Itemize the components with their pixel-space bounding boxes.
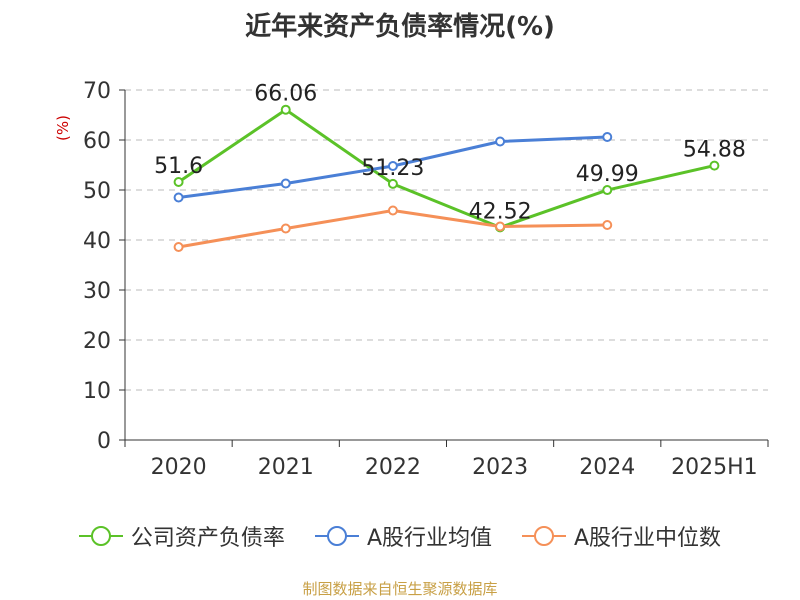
- legend-swatch-industry-mean: [314, 526, 359, 546]
- x-tick-label-2023: 2023: [472, 455, 528, 480]
- series-2-point-2024: [602, 220, 613, 230]
- x-tick-label-2020: 2020: [151, 455, 207, 480]
- legend-item-company[interactable]: 公司资产负债率: [78, 520, 285, 552]
- y-tick-label-60: 60: [83, 129, 111, 154]
- series-line-0: [177, 108, 715, 229]
- series-2-point-2023: [495, 221, 506, 232]
- series-1-point-2021: [280, 178, 291, 189]
- series-0-point-2025H1: [709, 160, 720, 171]
- chart-title: 近年来资产负债率情况(%): [245, 12, 555, 42]
- series-2-point-2022: [387, 205, 398, 216]
- labels-layer: 51.6 66.06 51.23 42.52 49.99 54.88: [154, 82, 746, 225]
- series-1-point-2020: [173, 192, 184, 203]
- data-label-2025H1: 54.88: [683, 138, 746, 163]
- y-tick-label-40: 40: [83, 229, 111, 254]
- series-0-point-2020: [173, 177, 184, 187]
- x-tick-label-2025H1: 2025H1: [671, 455, 758, 480]
- axes-layer: 0 10 20 30 40 50 60 70 2020 2021 2022 2023 2024 2025H…: [54, 79, 769, 480]
- y-axis-label: (%): [54, 115, 72, 141]
- y-tick-label-70: 70: [83, 79, 111, 104]
- series-1-point-2024: [602, 132, 613, 142]
- legend: 公司资产负债率 A股行业均值 A股行业中位数: [0, 520, 800, 552]
- series-1-point-2023: [495, 136, 506, 147]
- y-tick-label-10: 10: [83, 379, 111, 404]
- data-source-note: 制图数据来自恒生聚源数据库: [302, 580, 498, 598]
- legend-swatch-company: [78, 526, 123, 546]
- x-tick-label-2022: 2022: [365, 455, 421, 480]
- legend-item-industry-median[interactable]: A股行业中位数: [522, 520, 721, 552]
- legend-item-industry-mean[interactable]: A股行业均值: [314, 520, 492, 552]
- series-0-point-2022: [387, 178, 398, 189]
- data-label-2022: 51.23: [361, 156, 424, 181]
- series-2-point-2021: [280, 223, 291, 234]
- x-tick-label-2021: 2021: [258, 455, 314, 480]
- grid-layer: [125, 89, 768, 391]
- series-layer: [173, 104, 720, 252]
- y-tick-label-50: 50: [83, 179, 111, 204]
- data-label-2021: 66.06: [254, 82, 317, 107]
- data-label-2024: 49.99: [576, 162, 639, 187]
- y-tick-label-30: 30: [83, 279, 111, 304]
- legend-label-industry-median: A股行业中位数: [574, 526, 722, 551]
- data-label-2020: 51.6: [154, 154, 203, 179]
- series-0-point-2024: [602, 185, 613, 196]
- series-1-point-2022: [387, 161, 398, 171]
- legend-label-company: 公司资产负债率: [130, 526, 285, 551]
- data-label-2023: 42.52: [469, 199, 532, 224]
- legend-label-industry-mean: A股行业均值: [366, 526, 492, 551]
- legend-swatch-industry-median: [522, 526, 566, 546]
- y-tick-label-20: 20: [83, 329, 111, 354]
- series-line-2: [178, 209, 608, 249]
- x-tick-label-2024: 2024: [579, 455, 635, 480]
- series-0-point-2021: [280, 104, 291, 115]
- y-tick-label-0: 0: [97, 429, 111, 454]
- series-2-point-2020: [173, 242, 184, 252]
